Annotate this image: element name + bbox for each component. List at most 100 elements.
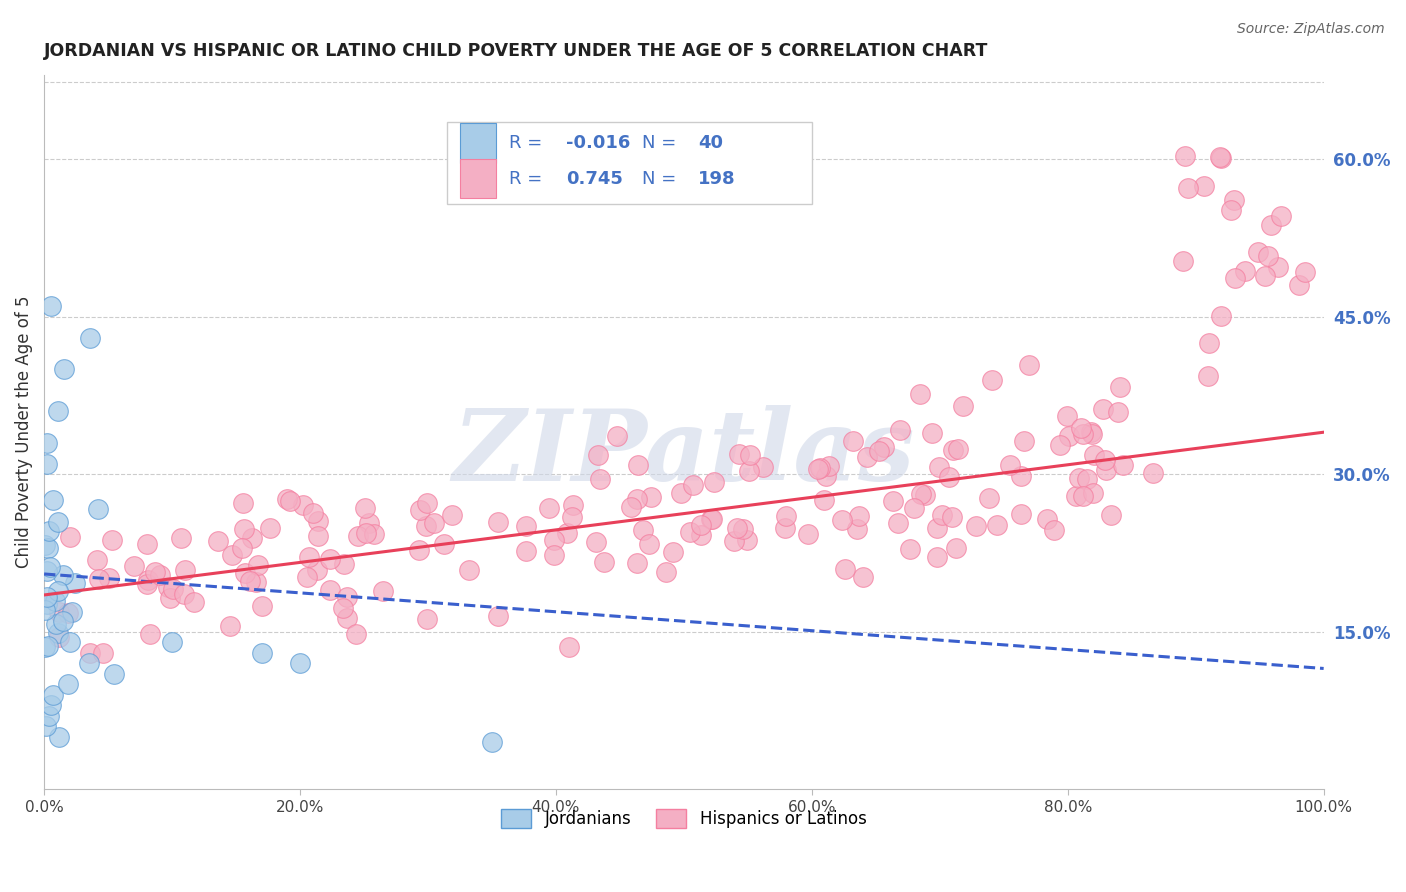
- Point: [409, 503, 432, 517]
- Point: [276, 491, 298, 506]
- Point: [1094, 452, 1116, 467]
- Point: [690, 517, 713, 532]
- Point: [173, 587, 195, 601]
- Point: [98, 571, 121, 585]
- Point: [307, 514, 329, 528]
- Point: [250, 599, 273, 613]
- Point: [87, 572, 110, 586]
- Point: [1174, 149, 1197, 163]
- Point: [873, 440, 896, 454]
- Text: N =: N =: [641, 169, 682, 187]
- Point: [292, 498, 315, 512]
- Point: [278, 493, 301, 508]
- Point: [669, 486, 692, 500]
- Point: [723, 534, 745, 549]
- Point: [703, 475, 725, 490]
- Point: [925, 550, 948, 565]
- FancyBboxPatch shape: [460, 159, 496, 198]
- Point: [37, 597, 59, 611]
- Point: [700, 512, 723, 526]
- Point: [219, 619, 242, 633]
- Point: [965, 519, 987, 533]
- Point: [1112, 458, 1135, 472]
- Point: [889, 423, 911, 437]
- Point: [537, 500, 560, 515]
- Point: [796, 527, 818, 541]
- Point: [35, 435, 58, 450]
- Point: [373, 584, 395, 599]
- Point: [38, 708, 60, 723]
- Text: 198: 198: [697, 169, 735, 187]
- Point: [288, 657, 311, 671]
- Point: [52, 614, 75, 628]
- Point: [1083, 448, 1105, 462]
- Point: [856, 450, 879, 464]
- Point: [738, 448, 761, 462]
- Point: [56, 677, 79, 691]
- Point: [1177, 181, 1199, 195]
- Point: [1018, 358, 1040, 372]
- Point: [35, 719, 58, 733]
- Point: [34, 538, 56, 552]
- Y-axis label: Child Poverty Under the Age of 5: Child Poverty Under the Age of 5: [15, 296, 32, 568]
- Point: [852, 570, 875, 584]
- Point: [814, 469, 837, 483]
- Point: [52, 567, 75, 582]
- Point: [1012, 434, 1035, 449]
- Point: [952, 399, 974, 413]
- Point: [148, 567, 170, 582]
- Point: [682, 477, 704, 491]
- Point: [1042, 523, 1064, 537]
- Point: [941, 509, 963, 524]
- Point: [250, 646, 273, 660]
- Point: [931, 508, 953, 523]
- Point: [585, 534, 607, 549]
- Point: [1049, 438, 1071, 452]
- Point: [60, 605, 83, 619]
- Point: [86, 552, 108, 566]
- Point: [46, 626, 69, 640]
- Point: [654, 565, 676, 579]
- Point: [543, 533, 565, 548]
- Point: [1056, 409, 1078, 423]
- Point: [344, 626, 367, 640]
- Point: [1194, 179, 1216, 194]
- Point: [77, 657, 100, 671]
- Point: [1099, 508, 1122, 522]
- Point: [1247, 245, 1270, 260]
- Point: [914, 488, 936, 502]
- Point: [101, 533, 124, 547]
- Point: [333, 558, 356, 572]
- Text: -0.016: -0.016: [567, 134, 630, 152]
- Point: [246, 558, 269, 573]
- Point: [868, 444, 890, 458]
- Point: [1069, 471, 1091, 485]
- Point: [124, 558, 146, 573]
- Point: [806, 462, 828, 476]
- Point: [42, 493, 65, 508]
- Point: [1198, 336, 1220, 351]
- Point: [678, 524, 700, 539]
- Point: [725, 521, 748, 535]
- Point: [39, 299, 62, 313]
- Point: [562, 498, 585, 512]
- Point: [415, 612, 437, 626]
- Point: [928, 459, 950, 474]
- Point: [240, 531, 263, 545]
- Point: [486, 515, 509, 529]
- Point: [626, 556, 648, 570]
- Point: [34, 603, 56, 617]
- Point: [441, 508, 464, 522]
- Point: [980, 373, 1002, 387]
- Text: N =: N =: [641, 134, 682, 152]
- Point: [1064, 489, 1087, 503]
- Point: [232, 496, 254, 510]
- Point: [44, 594, 66, 608]
- Point: [627, 458, 650, 472]
- Point: [48, 730, 70, 744]
- Point: [887, 516, 910, 531]
- Point: [481, 735, 503, 749]
- Point: [1197, 368, 1219, 383]
- Point: [38, 559, 60, 574]
- Point: [592, 555, 614, 569]
